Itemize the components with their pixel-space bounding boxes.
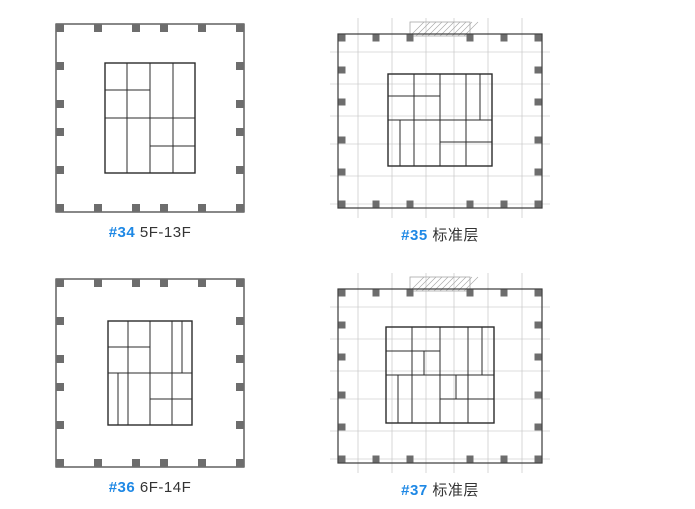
plan-cell-p34: #34 5F-13F [40,18,260,245]
plan-caption: #34 5F-13F [109,224,192,241]
floor-plan-p35 [330,18,550,218]
plan-figure [50,273,250,473]
plan-label: 标准层 [432,482,479,499]
plan-cell-p36: #36 6F-14F [40,273,260,500]
plan-cell-p37: #37 标准层 [320,273,560,500]
plan-number-link[interactable]: #35 [401,227,428,244]
floor-plan-p36 [50,273,250,473]
plan-figure [330,273,550,473]
plan-figure [330,18,550,218]
plan-cell-p35: #35 标准层 [320,18,560,245]
plan-caption: #35 标准层 [401,224,479,245]
plan-label: 5F-13F [140,224,191,241]
plan-number-link[interactable]: #37 [401,482,428,499]
plan-caption: #37 标准层 [401,479,479,500]
plan-number-link[interactable]: #34 [109,224,136,241]
plan-figure [50,18,250,218]
plan-label: 标准层 [432,227,479,244]
plan-caption: #36 6F-14F [109,479,192,496]
floor-plan-p34 [50,18,250,218]
plan-label: 6F-14F [140,479,191,496]
plan-number-link[interactable]: #36 [109,479,136,496]
floor-plan-p37 [330,273,550,473]
